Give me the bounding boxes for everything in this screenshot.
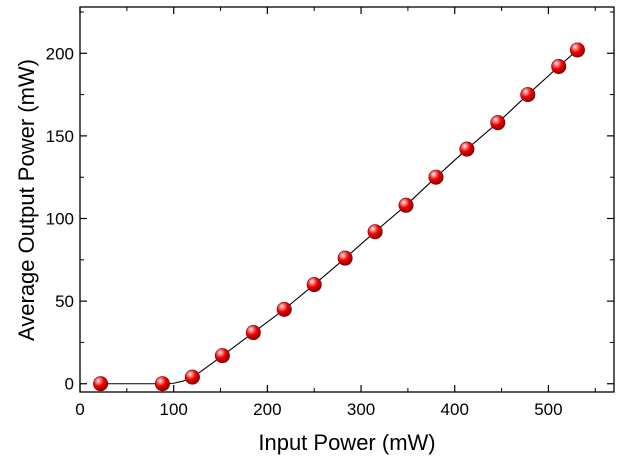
axes: 0 100 200 300 400 500 0 50 100 150 200 — [46, 7, 614, 419]
y-tick-label: 200 — [46, 44, 74, 63]
x-axis-title: Input Power (mW) — [258, 430, 435, 455]
data-point — [93, 376, 109, 392]
x-tick-label: 100 — [159, 400, 187, 419]
x-tick-label: 0 — [75, 400, 84, 419]
y-tick-label: 50 — [55, 292, 74, 311]
data-point — [337, 250, 353, 266]
data-point — [214, 348, 230, 364]
data-point — [245, 325, 261, 341]
data-point — [154, 376, 170, 392]
y-tick-label: 0 — [65, 375, 74, 394]
x-tick-label: 500 — [534, 400, 562, 419]
data-point — [490, 115, 506, 131]
fit-line-group — [100, 49, 578, 385]
y-tick-label: 100 — [46, 210, 74, 229]
data-point — [367, 224, 383, 240]
data-point — [398, 197, 414, 213]
y-tick-label: 150 — [46, 127, 74, 146]
data-point — [184, 369, 200, 385]
data-point — [306, 277, 322, 293]
fit-line — [100, 49, 578, 385]
data-point — [520, 87, 536, 103]
data-point — [551, 58, 567, 74]
plot-frame — [79, 6, 615, 393]
data-point — [459, 141, 475, 157]
data-point — [276, 301, 292, 317]
x-tick-label: 200 — [253, 400, 281, 419]
data-point — [428, 169, 444, 185]
x-tick-label: 400 — [441, 400, 469, 419]
y-axis-title: Average Output Power (mW) — [14, 59, 39, 341]
x-tick-label: 300 — [347, 400, 375, 419]
data-point — [569, 42, 585, 58]
data-points — [93, 42, 585, 392]
